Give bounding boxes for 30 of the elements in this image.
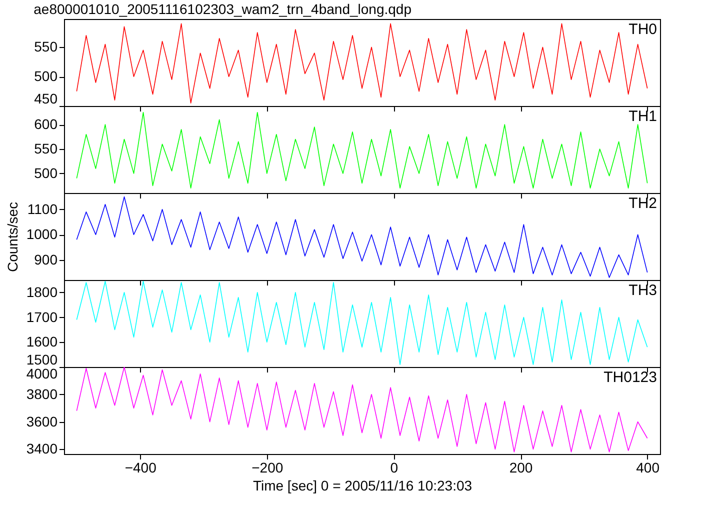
series-label: TH1: [628, 108, 657, 125]
y-tick-label: 550: [34, 38, 58, 55]
x-tick-label: −400: [124, 460, 157, 476]
x-tick-label: 400: [636, 460, 660, 476]
y-axis-title: Counts/sec: [4, 202, 20, 272]
y-tick-label: 3600: [26, 413, 58, 430]
y-tick-label: 3800: [26, 386, 58, 402]
series-label: TH0: [628, 21, 657, 38]
y-tick-label: 900: [34, 251, 58, 268]
x-tick-label: −200: [252, 460, 284, 476]
x-tick-label: 200: [509, 460, 533, 476]
y-tick-label: 500: [34, 164, 58, 181]
y-tick-label: 1800: [26, 284, 58, 300]
y-tick-label: 3400: [26, 440, 58, 457]
y-tick-label: 1000: [26, 226, 58, 242]
y-tick-label: 1100: [27, 200, 58, 217]
y-tick-label: 500: [34, 68, 58, 84]
y-tick-label: 1700: [26, 308, 58, 325]
series-label: TH2: [628, 195, 657, 212]
y-tick-label: 600: [34, 116, 58, 132]
y-tick-label: 4000: [26, 366, 58, 382]
y-tick-label: 1600: [26, 334, 58, 350]
series-label: TH3: [628, 282, 657, 299]
x-tick-label: 0: [390, 460, 398, 476]
series-label: TH0123: [604, 369, 657, 386]
chart-title: ae800001010_20051116102303_wam2_trn_4band_long.qdp: [34, 1, 412, 17]
y-tick-label: 450: [34, 90, 58, 106]
y-tick-label: 550: [34, 140, 58, 157]
y-tick-label: 1500: [26, 352, 58, 368]
x-axis-title: Time [sec] 0 = 2005/11/16 10:23:03: [252, 478, 472, 494]
